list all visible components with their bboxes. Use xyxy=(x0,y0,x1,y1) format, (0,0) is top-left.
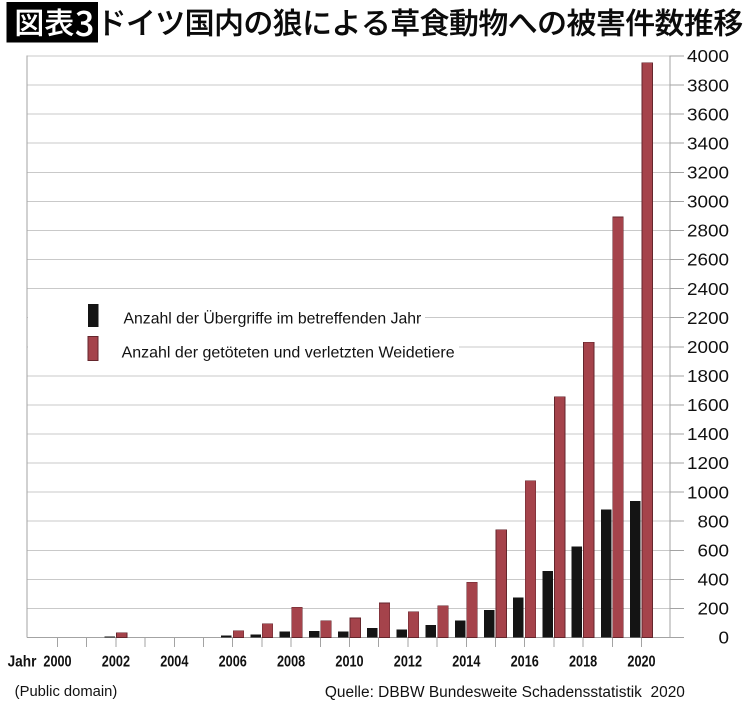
svg-text:200: 200 xyxy=(698,599,730,619)
svg-text:3200: 3200 xyxy=(687,163,729,183)
svg-text:2012: 2012 xyxy=(394,654,422,671)
svg-text:2016: 2016 xyxy=(511,654,540,671)
svg-text:2002: 2002 xyxy=(102,654,130,671)
svg-text:800: 800 xyxy=(698,511,730,531)
svg-text:1600: 1600 xyxy=(687,395,729,415)
svg-text:(Public domain): (Public domain) xyxy=(15,684,118,700)
svg-text:3600: 3600 xyxy=(687,104,729,124)
svg-text:2000: 2000 xyxy=(43,654,71,671)
svg-text:3400: 3400 xyxy=(687,133,729,153)
svg-text:2020: 2020 xyxy=(627,654,655,671)
svg-text:Anzahl der Übergriffe im betre: Anzahl der Übergriffe im betreffenden Ja… xyxy=(124,309,422,327)
svg-text:Jahr: Jahr xyxy=(8,654,37,671)
svg-text:2200: 2200 xyxy=(687,308,729,328)
svg-text:1000: 1000 xyxy=(687,482,729,502)
svg-text:2010: 2010 xyxy=(335,654,363,671)
svg-text:1200: 1200 xyxy=(687,453,729,473)
svg-text:600: 600 xyxy=(698,541,730,561)
svg-text:0: 0 xyxy=(719,628,730,648)
svg-text:4000: 4000 xyxy=(687,46,729,66)
svg-text:2600: 2600 xyxy=(687,250,729,270)
svg-text:2400: 2400 xyxy=(687,279,729,299)
svg-text:Quelle: DBBW Bundesweite Schad: Quelle: DBBW Bundesweite Schadensstatist… xyxy=(325,684,685,701)
svg-text:3000: 3000 xyxy=(687,192,729,212)
svg-text:400: 400 xyxy=(698,570,730,590)
svg-text:3800: 3800 xyxy=(687,75,729,95)
svg-text:2018: 2018 xyxy=(569,654,598,671)
svg-text:Anzahl der getöteten und verle: Anzahl der getöteten und verletzten Weid… xyxy=(122,344,455,361)
svg-text:2006: 2006 xyxy=(219,654,248,671)
svg-text:2004: 2004 xyxy=(160,654,189,671)
svg-text:2000: 2000 xyxy=(687,337,729,357)
svg-text:2800: 2800 xyxy=(687,221,729,241)
svg-text:2014: 2014 xyxy=(452,654,481,671)
svg-text:2008: 2008 xyxy=(277,654,306,671)
svg-text:1800: 1800 xyxy=(687,366,729,386)
svg-text:1400: 1400 xyxy=(687,424,729,444)
